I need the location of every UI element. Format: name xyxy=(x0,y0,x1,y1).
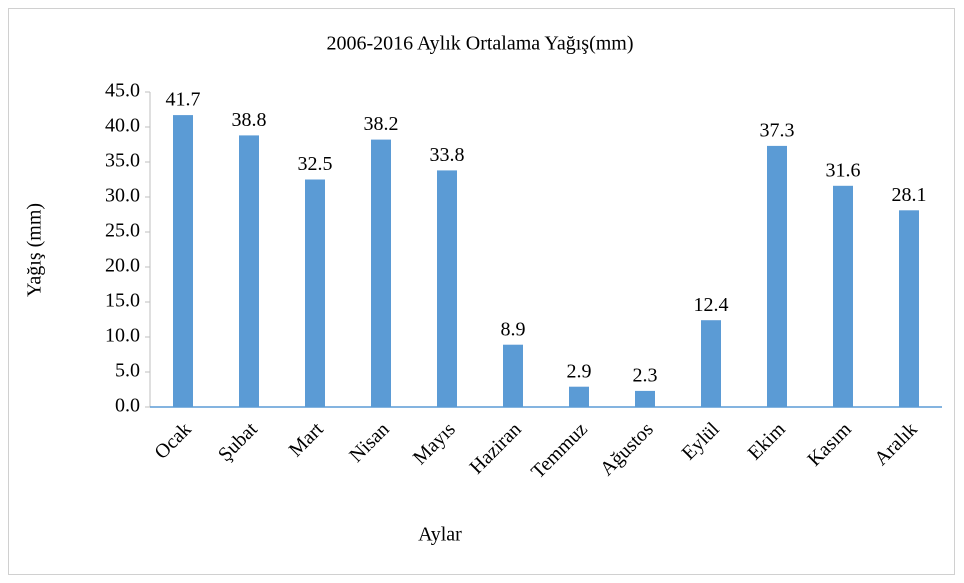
bar xyxy=(173,115,193,407)
x-axis-label: Aylar xyxy=(418,524,462,546)
bar xyxy=(635,390,655,407)
y-tick-label: 40.0 xyxy=(105,115,140,137)
chart-border xyxy=(8,8,955,575)
bar xyxy=(833,185,853,407)
bar xyxy=(239,135,259,407)
data-label: 12.4 xyxy=(694,294,729,316)
chart-title: 2006-2016 Aylık Ortalama Yağış(mm) xyxy=(326,33,633,55)
bar xyxy=(305,179,325,407)
data-label: 2.3 xyxy=(633,364,658,386)
data-label: 32.5 xyxy=(298,153,333,175)
data-label: 33.8 xyxy=(430,144,465,166)
y-tick-label: 45.0 xyxy=(105,80,140,102)
bar xyxy=(701,320,721,407)
y-tick-label: 0.0 xyxy=(115,395,140,417)
data-label: 41.7 xyxy=(166,89,201,111)
y-tick-label: 30.0 xyxy=(105,185,140,207)
bar xyxy=(899,210,919,407)
data-label: 37.3 xyxy=(760,119,795,141)
bar xyxy=(569,386,589,407)
y-tick-label: 20.0 xyxy=(105,255,140,277)
bar xyxy=(503,344,523,407)
y-tick-label: 5.0 xyxy=(115,360,140,382)
y-axis-label: Yağış (mm) xyxy=(24,203,46,297)
y-tick-label: 35.0 xyxy=(105,150,140,172)
bar xyxy=(437,170,457,407)
bar xyxy=(371,139,391,407)
data-label: 38.8 xyxy=(232,109,267,131)
data-label: 31.6 xyxy=(826,159,861,181)
y-tick-label: 25.0 xyxy=(105,220,140,242)
y-tick-label: 15.0 xyxy=(105,290,140,312)
data-label: 28.1 xyxy=(892,184,927,206)
data-label: 2.9 xyxy=(567,360,592,382)
data-label: 8.9 xyxy=(501,318,526,340)
data-label: 38.2 xyxy=(364,113,399,135)
y-tick-label: 10.0 xyxy=(105,325,140,347)
bar xyxy=(767,145,787,407)
